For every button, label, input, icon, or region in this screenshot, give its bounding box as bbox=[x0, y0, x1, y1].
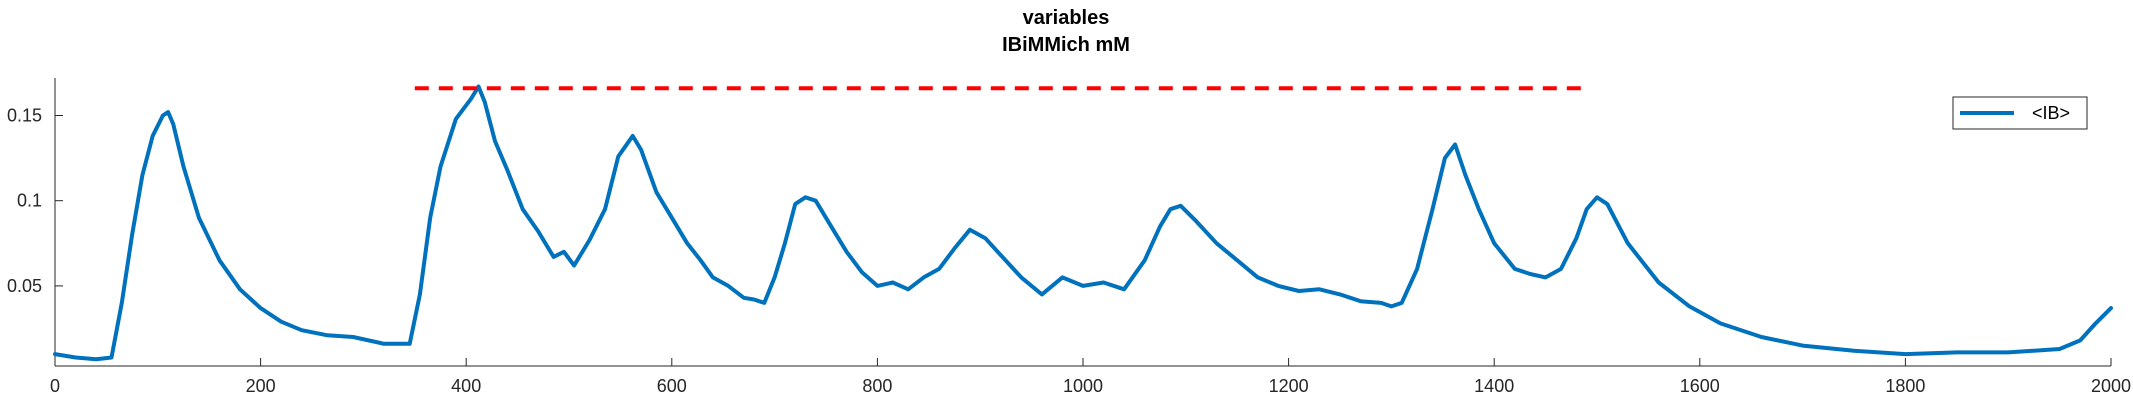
x-tick-label: 1400 bbox=[1474, 376, 1514, 396]
x-tick-label: 1600 bbox=[1680, 376, 1720, 396]
y-tick-label: 0.1 bbox=[17, 191, 42, 211]
x-tick-label: 200 bbox=[246, 376, 276, 396]
series-line-ib bbox=[53, 84, 2113, 362]
y-tick-label: 0.05 bbox=[7, 276, 42, 296]
x-tick-label: 0 bbox=[50, 376, 60, 396]
x-tick-label: 1200 bbox=[1269, 376, 1309, 396]
x-tick-label: 1000 bbox=[1063, 376, 1103, 396]
series-group bbox=[53, 84, 2113, 362]
chart-title: variables bbox=[1023, 7, 1110, 29]
x-tick-label: 800 bbox=[862, 376, 892, 396]
y-tick-label: 0.15 bbox=[7, 105, 42, 125]
legend-label-ib: <IB> bbox=[2032, 103, 2070, 123]
x-tick-label: 400 bbox=[451, 376, 481, 396]
axes-group: 0 200 400 600 800 1000 1200 1400 1600 1800 2000 0.0… bbox=[7, 78, 2131, 396]
x-tick-label: 2000 bbox=[2091, 376, 2131, 396]
chart-subtitle: IBiMMich mM bbox=[1002, 34, 1130, 56]
x-tick-label: 600 bbox=[657, 376, 687, 396]
legend: <IB> bbox=[1952, 96, 2088, 130]
x-tick-label: 1800 bbox=[1885, 376, 1925, 396]
